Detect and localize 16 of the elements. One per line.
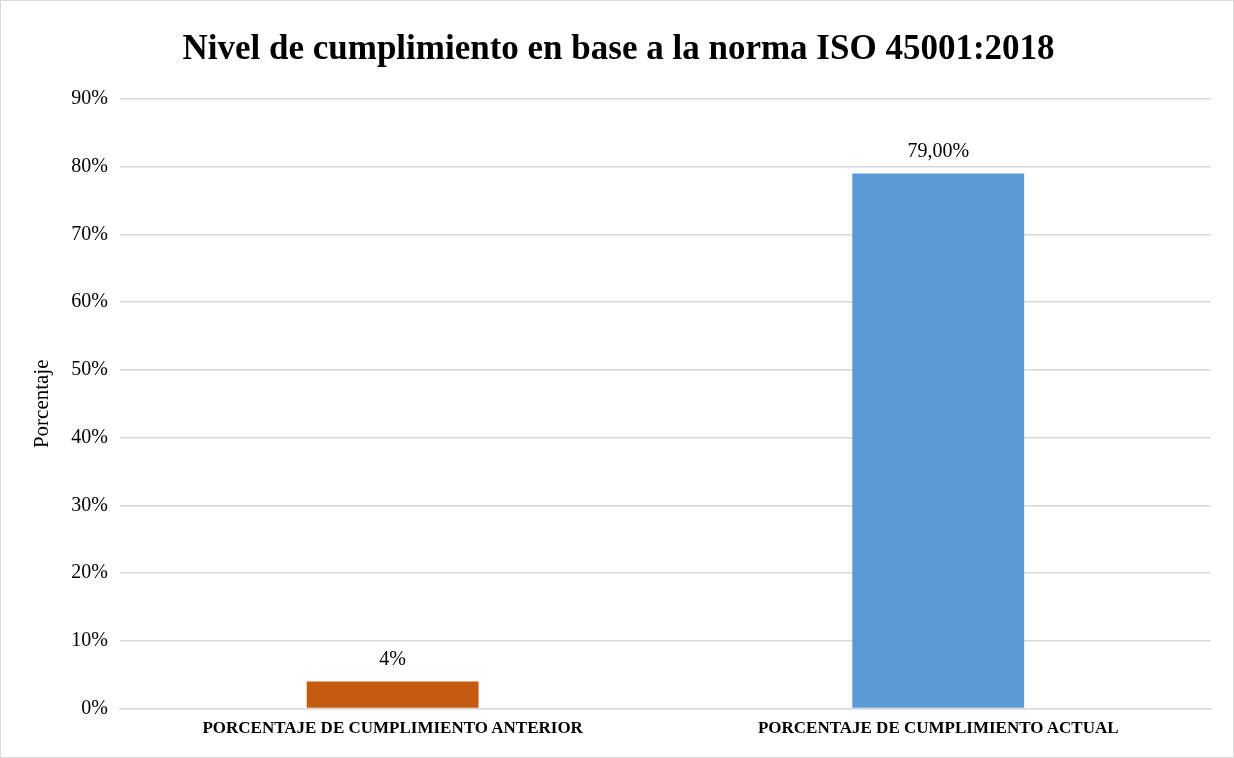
y-tick-label: 20%	[71, 560, 108, 583]
y-tick-label: 40%	[71, 424, 108, 447]
y-tick-label: 10%	[71, 628, 108, 651]
y-tick-label: 70%	[71, 221, 108, 244]
y-tick-label: 0%	[81, 695, 108, 718]
y-tick-label: 50%	[71, 357, 108, 380]
y-tick-label: 90%	[71, 86, 108, 109]
y-tick-label: 60%	[71, 289, 108, 312]
y-axis-title: Porcentaje	[29, 359, 54, 449]
y-tick-label: 30%	[71, 492, 108, 515]
data-label: 4%	[379, 646, 406, 669]
chart-title: Nivel de cumplimiento en base a la norma ISO 45001:2018	[182, 28, 1055, 68]
x-tick-label: PORCENTAJE DE CUMPLIMIENTO ANTERIOR	[202, 718, 584, 738]
x-tick-label: PORCENTAJE DE CUMPLIMIENTO ACTUAL	[757, 718, 1119, 738]
data-label: 79,00%	[907, 138, 970, 161]
y-tick-label: 80%	[71, 153, 108, 176]
